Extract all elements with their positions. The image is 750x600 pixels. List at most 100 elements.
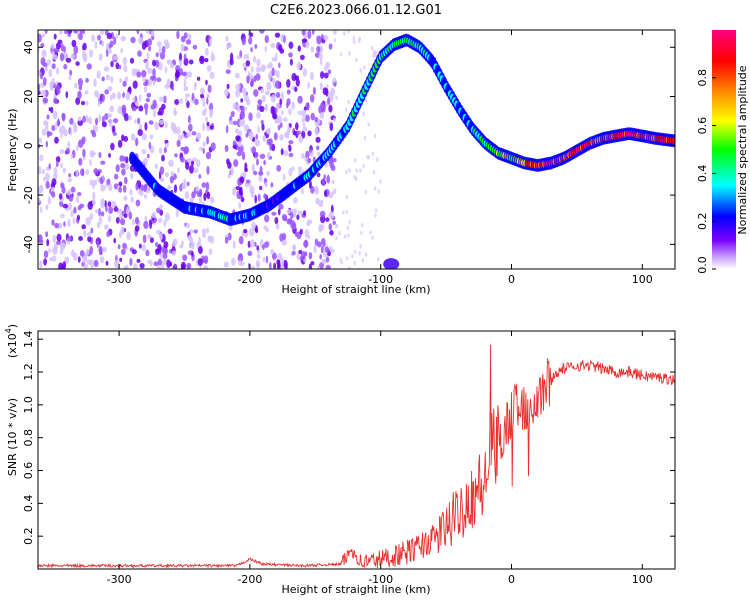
spectral-noise-speck (50, 106, 54, 114)
spectral-noise-speck (62, 52, 69, 61)
spectral-noise-speck (308, 252, 313, 260)
spectral-noise-speck (53, 243, 58, 251)
spectrogram-x-axis: -300 -200 -100 0 100 (107, 30, 653, 286)
colorbar-label: Normalized spectral amplitude (736, 65, 749, 234)
spectral-noise-speck (227, 232, 232, 241)
spectral-noise-speck (85, 118, 90, 123)
spectral-noise-speck (129, 189, 133, 196)
spectral-noise-speck (163, 241, 169, 249)
spectral-noise-speck (329, 122, 334, 132)
spectral-noise-speck (307, 30, 312, 40)
spectral-noise-speck (101, 246, 108, 253)
spectral-noise-speck (291, 166, 295, 172)
spectral-noise-speck (329, 160, 334, 168)
spectral-noise-speck (300, 152, 305, 159)
spectral-noise-speck (156, 77, 162, 82)
spectral-noise-speck (286, 89, 291, 95)
spectral-noise-speck (274, 32, 281, 38)
spectral-noise-speck (199, 55, 205, 65)
spectral-noise-speck (279, 122, 283, 128)
spectral-noise-speck (43, 120, 49, 126)
spectral-noise-speck (129, 115, 132, 121)
spectral-noise-speck (206, 121, 210, 127)
spectral-noise-speck (63, 63, 68, 70)
spectral-noise-speck (43, 258, 47, 266)
spectral-noise-speck (310, 261, 315, 266)
spectral-noise-speck (202, 122, 206, 132)
spectral-noise-speck (172, 238, 178, 246)
spectral-noise-speck (107, 215, 112, 223)
spectral-noise-speck (269, 261, 272, 269)
spectral-noise-speck (297, 166, 302, 172)
spectral-noise-speck (38, 90, 41, 96)
spectral-noise-speck (38, 188, 41, 196)
spectral-noise-speck (286, 98, 291, 106)
spectral-noise-speck (278, 62, 281, 69)
spectral-noise-speck (315, 136, 321, 143)
spectral-noise-speck (354, 158, 357, 163)
snr-marks (38, 344, 675, 569)
spectral-noise-speck (320, 102, 325, 109)
spectral-noise-speck (120, 162, 126, 169)
spectral-noise-speck (119, 155, 125, 162)
spectral-noise-speck (234, 128, 240, 134)
spectral-noise-speck (56, 240, 61, 245)
spectral-noise-speck (203, 193, 207, 201)
spectral-noise-speck (325, 264, 331, 269)
spectral-noise-speck (138, 105, 144, 112)
spectral-noise-speck (155, 59, 160, 68)
spectral-noise-speck (55, 121, 58, 130)
spectral-noise-speck (323, 72, 329, 79)
spectral-noise-speck (107, 113, 112, 118)
spectral-noise-speck (93, 78, 97, 87)
spectral-noise-speck (260, 88, 265, 94)
spectral-noise-speck (195, 185, 200, 192)
spectral-noise-speck (270, 248, 275, 255)
spectral-noise-speck (263, 159, 266, 166)
spectral-noise-speck (145, 249, 150, 257)
spectral-noise-speck (230, 110, 235, 118)
spectral-noise-speck (253, 75, 257, 83)
spectral-noise-speck (159, 204, 163, 210)
spectral-noise-speck (239, 119, 244, 127)
spectral-noise-speck (379, 179, 382, 184)
spectral-noise-speck (152, 79, 156, 86)
spectral-noise-speck (324, 246, 330, 253)
spectral-noise-speck (256, 104, 260, 111)
spectral-noise-speck (85, 169, 89, 176)
spectral-noise-speck (299, 228, 303, 235)
spectral-noise-speck (181, 132, 185, 138)
spectral-noise-speck (202, 99, 206, 108)
spectral-noise-speck (139, 123, 142, 131)
spectral-noise-speck (53, 97, 58, 104)
spectral-noise-speck (285, 262, 288, 269)
spectral-noise-speck (166, 59, 172, 65)
spectral-noise-speck (53, 33, 57, 40)
snr-y-tick-label: 0.2 (22, 527, 35, 545)
snr-x-label: Height of straight line (km) (281, 583, 430, 596)
spectral-noise-speck (180, 35, 186, 43)
spectral-noise-speck (98, 53, 103, 61)
spectral-noise-speck (155, 52, 159, 58)
spectral-noise-speck (202, 265, 209, 269)
spectral-noise-speck (364, 189, 367, 195)
spectral-noise-speck (155, 242, 159, 247)
spectral-noise-speck (131, 68, 137, 77)
spectral-noise-speck (99, 176, 104, 185)
spectral-noise-speck (99, 30, 105, 36)
spectral-noise-speck (141, 149, 147, 155)
spectral-noise-speck (203, 255, 209, 264)
spectral-noise-speck (300, 54, 305, 61)
spectral-noise-speck (347, 30, 350, 34)
spectral-noise-speck (141, 244, 146, 252)
spectral-noise-speck (353, 174, 356, 180)
spectral-noise-speck (129, 57, 135, 64)
spectral-noise-speck (206, 165, 210, 175)
spectrogram-x-label: Height of straight line (km) (281, 283, 430, 296)
spectral-noise-speck (291, 101, 296, 110)
spectral-noise-speck (101, 40, 105, 47)
spectral-noise-speck (155, 248, 160, 256)
spectral-noise-speck (232, 187, 237, 196)
spectral-noise-speck (90, 227, 94, 234)
